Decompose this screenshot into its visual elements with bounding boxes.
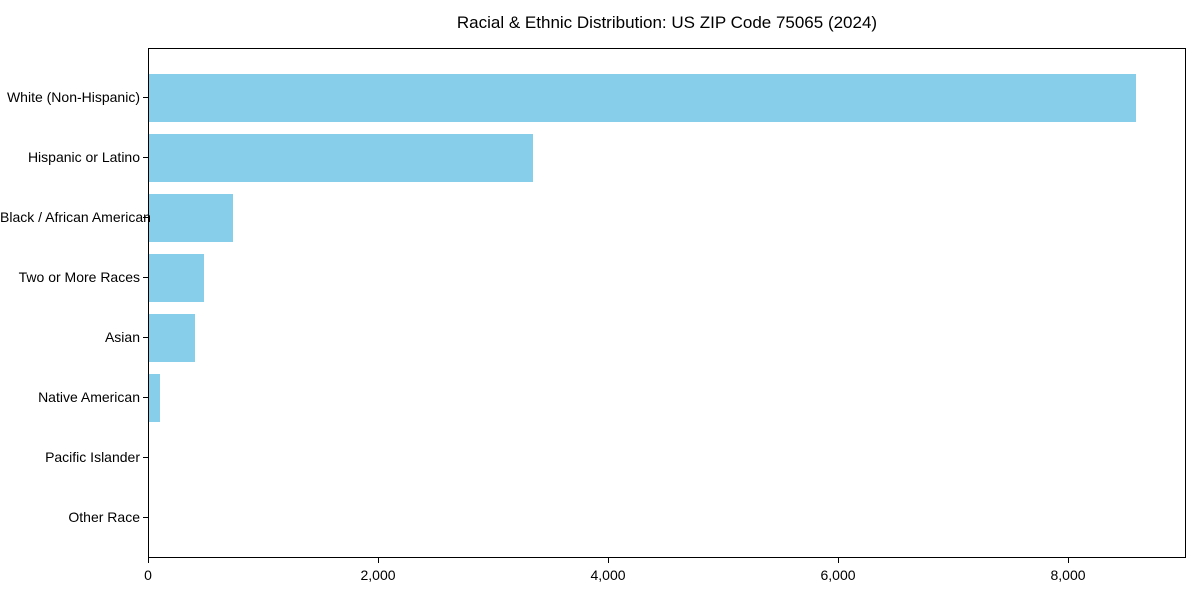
bar-two-or-more-races [149,254,204,302]
plot-area [148,48,1186,558]
x-tick-mark [1068,558,1069,563]
x-tick-label: 6,000 [820,567,856,583]
bar-white-non-hispanic [149,74,1136,122]
x-tick-mark [838,558,839,563]
y-axis-label: Native American [38,389,140,405]
bar-asian [149,314,195,362]
y-axis-label: Two or More Races [18,269,140,285]
y-tick-mark [143,97,148,98]
y-axis-label: Other Race [68,509,140,525]
x-tick-mark [378,558,379,563]
y-axis-label: Asian [104,329,140,345]
y-tick-mark [143,337,148,338]
bar-native-american [149,374,160,422]
y-tick-mark [143,397,148,398]
y-axis-label: Black / African American [0,209,151,225]
x-tick-label: 0 [144,567,152,583]
x-tick-label: 4,000 [590,567,626,583]
x-tick-label: 2,000 [360,567,396,583]
y-tick-mark [143,217,148,218]
bar-hispanic-or-latino [149,134,533,182]
y-tick-mark [143,517,148,518]
y-axis-label: Hispanic or Latino [27,149,140,165]
x-tick-mark [608,558,609,563]
x-tick-mark [148,558,149,563]
y-axis-label: Pacific Islander [45,449,140,465]
chart-title: Racial & Ethnic Distribution: US ZIP Cod… [456,13,878,32]
y-tick-mark [143,457,148,458]
y-axis-label: White (Non-Hispanic) [6,89,140,105]
bar-black-african-american [149,194,233,242]
x-tick-label: 8,000 [1050,567,1086,583]
y-tick-mark [143,277,148,278]
y-tick-mark [143,157,148,158]
